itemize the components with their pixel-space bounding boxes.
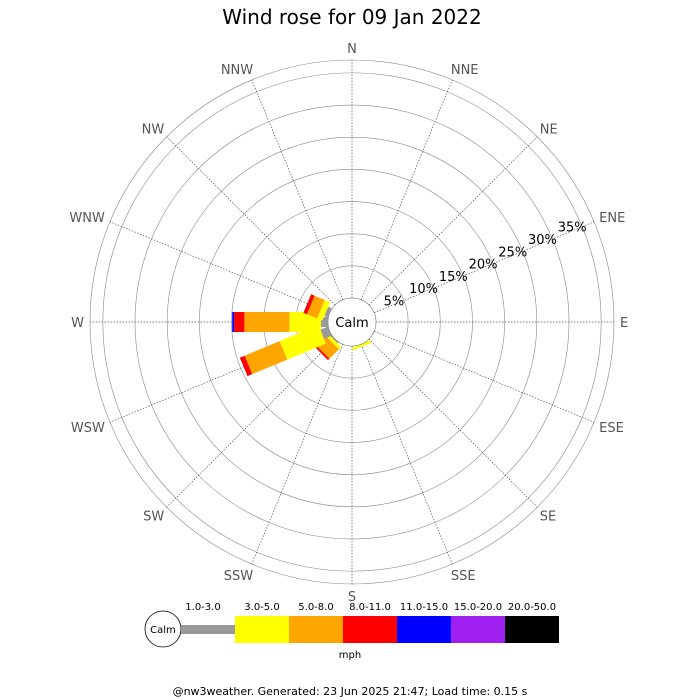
- bar-wsw-3.0-5.0: [279, 325, 326, 360]
- bar-sw-8.0-11.0: [313, 344, 330, 361]
- grid-circle: [166, 136, 538, 508]
- bar-wsw-8.0-11.0: [239, 355, 253, 377]
- direction-labels: N NNE NE ENE E ESE SE SSE S SSW SW WSW W WNW NW NNW: [69, 42, 628, 605]
- legend-label-20.0-50.0: 20.0-50.0: [508, 602, 556, 613]
- wind-bars: [232, 294, 372, 377]
- percent-labels: 5% 10%15%20%25%30%35%: [384, 221, 587, 310]
- spoke-ese: [374, 330, 595, 423]
- percent-label: 35%: [558, 221, 587, 236]
- footer-text: @nw3weather. Generated: 23 Jun 2025 21:4…: [173, 685, 528, 698]
- bar-w-3.0-5.0: [289, 312, 321, 332]
- bar-wnw-3.0-5.0: [317, 299, 331, 321]
- calm-circle: Calm: [327, 297, 377, 347]
- legend-swatch-3.0-5.0: [235, 616, 289, 643]
- legend-swatch-5.0-8.0: [289, 616, 343, 643]
- bar-wsw-1.0-3.0: [320, 326, 332, 339]
- bar-wsw-5.0-8.0: [244, 341, 288, 375]
- legend-calm-label: Calm: [150, 625, 176, 636]
- chart-title: Wind rose for 09 Jan 2022: [222, 5, 481, 29]
- percent-label: 25%: [498, 245, 527, 260]
- spoke-se: [368, 338, 538, 508]
- spoke-sw: [166, 338, 336, 508]
- direction-label-se: SE: [540, 510, 556, 525]
- legend-swatch-20.0-50.0: [505, 616, 559, 643]
- direction-label-nw: NW: [142, 122, 165, 137]
- spoke-nne: [360, 79, 453, 300]
- grid-circle: [199, 169, 505, 475]
- percent-label: 15%: [439, 270, 468, 285]
- spoke-ene: [374, 221, 595, 314]
- direction-label-e: E: [620, 316, 628, 331]
- spoke-wnw: [109, 221, 330, 314]
- spoke-sse: [360, 344, 453, 565]
- legend-label-5.0-8.0: 5.0-8.0: [298, 602, 333, 613]
- legend-units: mph: [339, 650, 361, 661]
- percent-label: 10%: [409, 282, 438, 297]
- legend-label-11.0-15.0: 11.0-15.0: [400, 602, 448, 613]
- direction-label-ene: ENE: [599, 211, 625, 226]
- legend-swatch-15.0-20.0: [451, 616, 505, 643]
- direction-label-wsw: WSW: [71, 421, 105, 436]
- spoke-ssw: [251, 344, 344, 565]
- spoke-nnw: [251, 79, 344, 300]
- direction-label-nne: NNE: [451, 63, 479, 78]
- bar-sse-3.0-5.0: [351, 340, 372, 351]
- bar-w-5.0-8.0: [244, 312, 290, 332]
- bar-sw-1.0-3.0: [330, 335, 339, 344]
- bar-w-11.0-15.0: [232, 312, 235, 332]
- percent-label: 5%: [384, 295, 405, 310]
- direction-label-w: W: [71, 316, 84, 331]
- percent-label: 20%: [469, 258, 498, 273]
- direction-label-sse: SSE: [451, 569, 476, 584]
- direction-label-ese: ESE: [599, 421, 624, 436]
- calm-label: Calm: [335, 316, 368, 331]
- bar-w-8.0-11.0: [234, 312, 245, 332]
- legend-label-1.0-3.0: 1.0-3.0: [185, 602, 220, 613]
- legend-label-3.0-5.0: 3.0-5.0: [244, 602, 279, 613]
- legend-label-15.0-20.0: 15.0-20.0: [454, 602, 502, 613]
- direction-label-s: S: [348, 590, 356, 605]
- direction-label-wnw: WNW: [69, 211, 105, 226]
- legend-label-8.0-11.0: 8.0-11.0: [349, 602, 391, 613]
- direction-label-ssw: SSW: [224, 569, 254, 584]
- bar-wnw-1.0-3.0: [324, 306, 332, 318]
- legend: Calm mph 1.0-3.0 3.0-5.0 5.0-8.0 8.0-11.0 11…: [144, 602, 559, 661]
- percent-label: 30%: [528, 233, 557, 248]
- direction-label-nnw: NNW: [221, 63, 253, 78]
- direction-label-sw: SW: [143, 510, 164, 525]
- legend-swatch-11.0-15.0: [397, 616, 451, 643]
- direction-label-n: N: [347, 42, 357, 57]
- legend-swatch-1.0-3.0: [181, 625, 235, 634]
- bar-wnw-5.0-8.0: [307, 295, 325, 319]
- direction-label-ne: NE: [540, 122, 558, 137]
- legend-swatch-8.0-11.0: [343, 616, 397, 643]
- spoke-ne: [368, 136, 538, 306]
- spoke-nw: [166, 136, 336, 306]
- bar-wnw-8.0-11.0: [303, 294, 315, 315]
